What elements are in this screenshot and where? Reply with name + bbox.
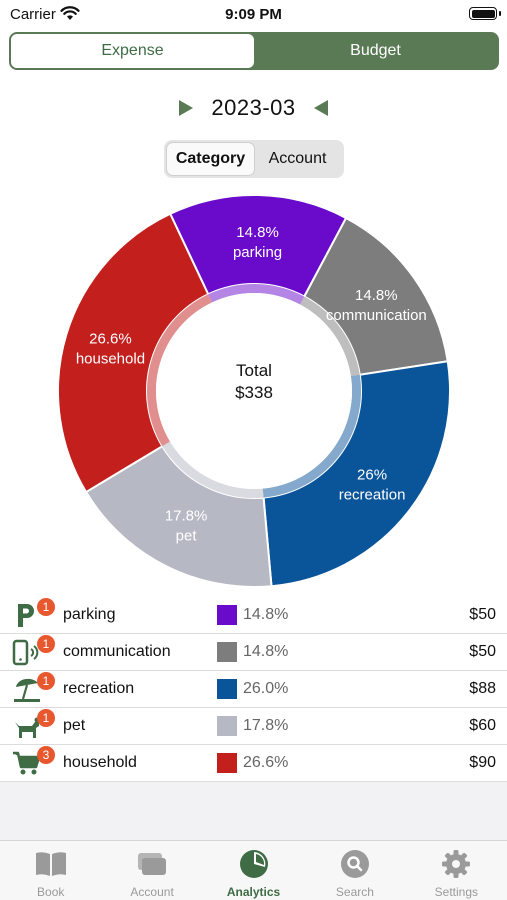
donut-inner-ring-recreation bbox=[262, 374, 361, 498]
tab-label: Analytics bbox=[226, 885, 281, 899]
empty-area bbox=[0, 782, 507, 840]
count-badge: 1 bbox=[37, 635, 55, 653]
donut-label-name: pet bbox=[176, 528, 198, 545]
month-label: 2023-03 bbox=[211, 95, 296, 120]
wifi-icon bbox=[60, 6, 80, 20]
category-donut-chart[interactable]: Total $338 14.8% communication 26% recreati… bbox=[55, 192, 453, 590]
category-amount: $88 bbox=[469, 680, 496, 697]
category-name: household bbox=[63, 754, 137, 771]
color-swatch bbox=[217, 716, 237, 736]
tab-book[interactable]: Book bbox=[0, 841, 101, 900]
donut-label-percent: 17.8% bbox=[165, 508, 208, 525]
tab-expense[interactable]: Expense bbox=[11, 34, 254, 68]
category-name: parking bbox=[63, 606, 116, 623]
donut-label-name: recreation bbox=[339, 487, 406, 504]
month-navigator: 2023-03 bbox=[0, 92, 507, 124]
donut-label-name: household bbox=[76, 351, 145, 368]
tab-label: Account bbox=[130, 885, 174, 899]
book-icon bbox=[35, 852, 66, 876]
color-swatch bbox=[217, 605, 237, 625]
category-percent: 26.0% bbox=[243, 680, 289, 697]
category-amount: $90 bbox=[469, 754, 496, 771]
donut-label-percent: 14.8% bbox=[355, 287, 398, 304]
category-amount: $50 bbox=[469, 643, 496, 660]
previous-month-arrow-icon[interactable] bbox=[313, 100, 328, 116]
parking-icon bbox=[18, 604, 34, 627]
count-badge: 1 bbox=[37, 598, 55, 616]
donut-label-name: parking bbox=[233, 244, 282, 261]
category-amount: $60 bbox=[469, 717, 496, 734]
tab-account-nav[interactable]: Account bbox=[101, 841, 202, 900]
list-item-pet[interactable]: 1 pet 17.8% $60 bbox=[0, 708, 507, 745]
tab-label: Settings bbox=[434, 885, 478, 899]
color-swatch bbox=[217, 679, 237, 699]
donut-label-percent: 26% bbox=[357, 467, 387, 484]
status-bar: Carrier 9:09 PM bbox=[0, 0, 507, 28]
battery-icon bbox=[469, 7, 497, 20]
category-name: recreation bbox=[63, 680, 135, 697]
list-item-recreation[interactable]: 1 recreation 26.0% $88 bbox=[0, 671, 507, 708]
donut-inner-ring-parking bbox=[208, 284, 305, 305]
shopping-cart-icon bbox=[13, 751, 41, 775]
category-list: 1 parking 14.8% $50 1 communication 14.8… bbox=[0, 597, 507, 782]
phone-signal-icon bbox=[12, 639, 39, 666]
tab-analytics[interactable]: Analytics bbox=[203, 841, 304, 900]
next-month-arrow-icon[interactable] bbox=[179, 100, 194, 116]
beach-umbrella-icon bbox=[14, 678, 40, 702]
tab-label: Search bbox=[335, 885, 374, 899]
donut-inner-ring-pet bbox=[162, 441, 264, 498]
donut-label-name: communication bbox=[326, 307, 427, 324]
donut-hole bbox=[156, 293, 352, 489]
expense-budget-segmented-control: Expense Budget bbox=[9, 32, 499, 70]
cards-icon bbox=[138, 853, 167, 875]
category-percent: 14.8% bbox=[243, 643, 289, 660]
gear-icon bbox=[442, 850, 471, 878]
donut-center-value: $338 bbox=[235, 383, 273, 402]
category-name: communication bbox=[63, 643, 171, 660]
search-icon bbox=[340, 850, 369, 878]
category-amount: $50 bbox=[469, 606, 496, 623]
category-percent: 26.6% bbox=[243, 754, 289, 771]
donut-label-percent: 14.8% bbox=[236, 224, 279, 241]
tab-budget[interactable]: Budget bbox=[350, 42, 401, 59]
battery-tip bbox=[499, 11, 501, 16]
donut-inner-ring-household bbox=[147, 294, 213, 447]
count-badge: 3 bbox=[37, 746, 55, 764]
pie-chart-icon bbox=[239, 850, 268, 878]
list-item-parking[interactable]: 1 parking 14.8% $50 bbox=[0, 597, 507, 634]
category-percent: 14.8% bbox=[243, 606, 289, 623]
list-item-communication[interactable]: 1 communication 14.8% $50 bbox=[0, 634, 507, 671]
tab-account[interactable]: Account bbox=[268, 150, 327, 167]
category-percent: 17.8% bbox=[243, 717, 289, 734]
tab-label: Book bbox=[37, 885, 65, 899]
color-swatch bbox=[217, 642, 237, 662]
donut-center-title: Total bbox=[236, 361, 272, 380]
donut-label-percent: 26.6% bbox=[89, 331, 132, 348]
tab-search[interactable]: Search bbox=[304, 841, 405, 900]
tab-bar: Book Account Analytics Search bbox=[0, 840, 507, 900]
carrier-label: Carrier bbox=[10, 6, 56, 23]
tab-category[interactable]: Category bbox=[167, 143, 254, 175]
category-name: pet bbox=[63, 717, 86, 734]
count-badge: 1 bbox=[37, 709, 55, 727]
category-account-segmented-control: Category Account bbox=[164, 140, 344, 178]
list-item-household[interactable]: 3 household 26.6% $90 bbox=[0, 745, 507, 782]
count-badge: 1 bbox=[37, 672, 55, 690]
status-time: 9:09 PM bbox=[225, 6, 282, 23]
color-swatch bbox=[217, 753, 237, 773]
tab-settings[interactable]: Settings bbox=[406, 841, 507, 900]
donut-inner-ring-communication bbox=[300, 296, 360, 377]
